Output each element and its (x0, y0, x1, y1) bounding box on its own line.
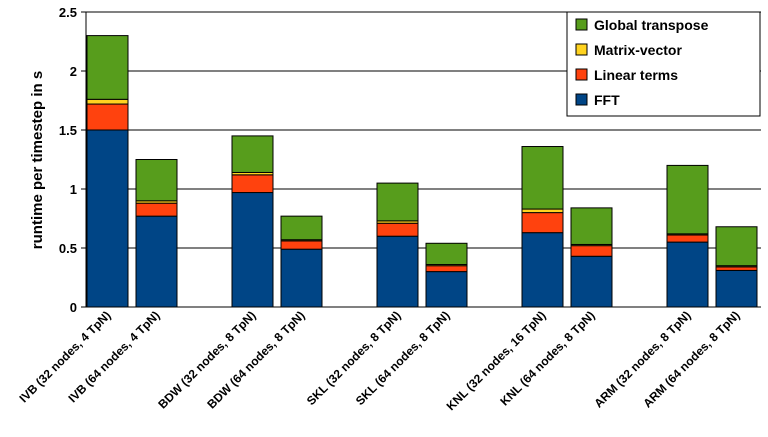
legend-entry: Linear terms (594, 67, 678, 83)
y-tick-labels: 0 0.5 1 1.5 2 2.5 (59, 5, 86, 315)
y-tick-label: 1.5 (59, 123, 77, 138)
bar-segment-fft (521, 232, 564, 308)
legend: Global transpose Matrix-vector Linear term… (566, 11, 761, 117)
legend-entry: Global transpose (594, 17, 709, 33)
bar-segment-global-transpose (86, 35, 129, 100)
bar-segment-fft (86, 129, 129, 308)
x-tick-label: SKL (64 nodes, 8 TpN) (353, 308, 453, 408)
bar-segment-global-transpose (135, 159, 178, 202)
legend-swatch (575, 18, 588, 31)
legend-swatch (575, 93, 588, 106)
bar-segment-linear-terms (231, 174, 274, 194)
legend-swatch (575, 68, 588, 81)
bar-segment-fft (231, 192, 274, 308)
x-tick-label: SKL (32 nodes, 8 TpN) (304, 308, 404, 408)
legend-entry: FFT (594, 92, 620, 108)
bar-segment-fft (280, 248, 323, 308)
x-tick-label: KNL (32 nodes, 16 TpN) (444, 308, 549, 413)
legend-swatch (575, 43, 588, 56)
x-tick-label: BDW (64 nodes, 8 TpN) (204, 308, 307, 411)
bar-segment-global-transpose (280, 215, 323, 241)
bar-segment-fft (425, 271, 468, 308)
bar-segment-global-transpose (570, 207, 613, 245)
x-tick-label: IVB (64 nodes, 4 TpN) (65, 308, 162, 405)
bar-segment-fft (376, 235, 419, 308)
legend-entry: Matrix-vector (594, 42, 682, 58)
bars (86, 35, 758, 308)
bar-segment-fft (715, 269, 758, 308)
bar-segment-fft (135, 215, 178, 308)
x-tick-label: KNL (64 nodes, 8 TpN) (497, 308, 597, 408)
legend-box (566, 11, 761, 117)
bar-segment-global-transpose (376, 182, 419, 222)
y-tick-label: 2 (70, 64, 77, 79)
bar-segment-linear-terms (425, 265, 468, 273)
y-tick-label: 1 (70, 182, 77, 197)
bar-segment-linear-terms (666, 234, 709, 243)
x-tick-label: ARM (64 nodes, 8 TpN) (640, 308, 742, 410)
bar-segment-linear-terms (86, 103, 129, 131)
bar-segment-global-transpose (231, 135, 274, 173)
bar-segment-linear-terms (570, 245, 613, 257)
bar-segment-linear-terms (376, 222, 419, 237)
y-tick-label: 0 (70, 300, 77, 315)
bar-segment-linear-terms (521, 212, 564, 234)
bar-segment-linear-terms (135, 202, 178, 217)
bar-segment-linear-terms (280, 240, 323, 250)
bar-segment-linear-terms (715, 266, 758, 271)
bar-segment-fft (570, 255, 613, 308)
axes (85, 12, 761, 308)
y-tick-label: 0.5 (59, 241, 77, 256)
bar-segment-matrix-vector (86, 98, 129, 105)
x-tick-labels: IVB (32 nodes, 4 TpN)IVB (64 nodes, 4 Tp… (16, 308, 742, 413)
y-tick-label: 2.5 (59, 5, 77, 20)
bar-segment-global-transpose (715, 226, 758, 267)
bar-segment-global-transpose (425, 242, 468, 266)
bar-segment-global-transpose (666, 164, 709, 235)
x-tick-label: IVB (32 nodes, 4 TpN) (16, 308, 113, 405)
bar-segment-matrix-vector (521, 208, 564, 214)
x-tick-label: ARM (32 nodes, 8 TpN) (591, 308, 693, 410)
y-axis-label: runtime per timestep in s (29, 71, 46, 249)
x-tick-label: BDW (32 nodes, 8 TpN) (155, 308, 258, 411)
bar-segment-global-transpose (521, 146, 564, 210)
bar-segment-fft (666, 241, 709, 308)
